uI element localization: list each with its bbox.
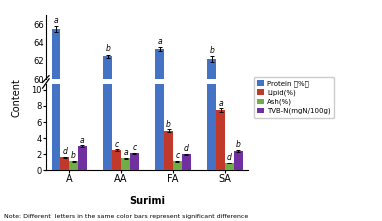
Bar [104, 0, 112, 170]
Bar [155, 49, 164, 221]
Text: Note: Different  letters in the same color bars represent significant difference: Note: Different letters in the same colo… [4, 214, 248, 219]
Text: Content: Content [11, 78, 21, 117]
Bar [52, 0, 60, 170]
Text: b: b [236, 141, 241, 149]
Text: a: a [80, 136, 85, 145]
Bar [130, 153, 139, 170]
Bar [121, 158, 130, 170]
Text: d: d [227, 153, 232, 162]
Text: b: b [209, 46, 214, 55]
Bar [207, 59, 216, 221]
Text: a: a [123, 148, 128, 157]
Bar [234, 151, 243, 170]
Text: a: a [157, 37, 162, 46]
Text: c: c [175, 151, 180, 160]
Bar [52, 29, 60, 221]
Bar [225, 163, 234, 170]
Bar [155, 0, 164, 170]
Legend: Protein （%）, Lipid(%), Ash(%), TVB-N(mgN/100g): Protein （%）, Lipid(%), Ash(%), TVB-N(mgN… [254, 76, 334, 118]
Text: c: c [132, 143, 136, 152]
Text: b: b [71, 151, 76, 160]
Bar [112, 150, 121, 170]
Bar [78, 146, 87, 170]
Text: d: d [184, 144, 189, 153]
Bar [164, 131, 173, 170]
Text: a: a [218, 99, 223, 108]
Text: b: b [166, 120, 171, 129]
Bar [69, 161, 78, 170]
Bar [104, 56, 112, 221]
Text: c: c [115, 140, 119, 149]
Bar [60, 157, 69, 170]
Text: a: a [53, 16, 58, 25]
Bar [182, 154, 191, 170]
Bar [216, 110, 225, 170]
Text: b: b [105, 44, 110, 53]
Text: d: d [62, 147, 67, 156]
Bar [173, 161, 182, 170]
Bar [207, 0, 216, 170]
X-axis label: Surimi: Surimi [129, 196, 165, 206]
